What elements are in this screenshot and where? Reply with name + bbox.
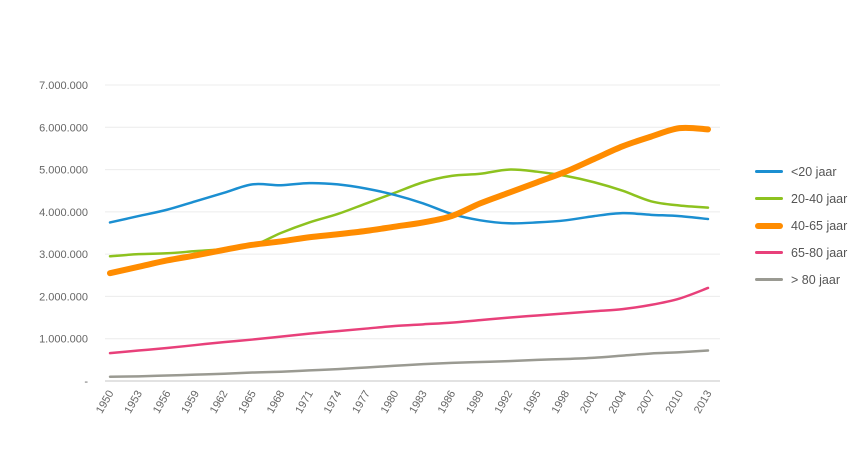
x-tick-label: 1950 (94, 389, 117, 416)
x-tick-label: 1974 (322, 389, 345, 416)
legend-swatch (755, 251, 783, 254)
x-tick-label: 1980 (379, 389, 402, 416)
y-tick-label: 1.000.000 (39, 334, 88, 346)
y-tick-label: 2.000.000 (39, 291, 88, 303)
x-tick-label: 1992 (493, 389, 516, 416)
x-tick-label: 2001 (578, 389, 601, 416)
x-tick-label: 1998 (550, 389, 573, 416)
legend-item-20-40: 20-40 jaar (755, 185, 847, 212)
y-tick-label: 3.000.000 (39, 249, 88, 261)
x-tick-label: 1959 (179, 389, 202, 416)
y-tick-label: - (84, 376, 88, 388)
legend-swatch (755, 278, 783, 281)
x-tick-label: 1956 (151, 389, 174, 416)
legend-item-over-80: > 80 jaar (755, 266, 847, 293)
x-tick-label: 1983 (407, 389, 430, 416)
legend-swatch (755, 197, 783, 200)
legend-label: 40-65 jaar (791, 218, 848, 233)
x-tick-label: 1953 (122, 389, 145, 416)
x-tick-label: 1995 (521, 389, 544, 416)
legend-swatch (755, 170, 783, 173)
legend-swatch (755, 222, 783, 229)
x-tick-label: 2007 (635, 389, 658, 416)
legend-item-40-65: 40-65 jaar (755, 212, 847, 239)
x-tick-label: 1986 (436, 389, 459, 416)
x-tick-label: 1971 (293, 389, 316, 416)
y-tick-label: 6.000.000 (39, 122, 88, 134)
legend-item-65-80: 65-80 jaar (755, 239, 847, 266)
series-line-0 (108, 181, 710, 225)
x-tick-label: 1962 (208, 389, 231, 416)
x-tick-label: 2013 (692, 389, 715, 416)
y-tick-label: 4.000.000 (39, 207, 88, 219)
x-tick-label: 1965 (236, 389, 259, 416)
legend-item-under-20: <20 jaar (755, 158, 847, 185)
x-tick-label: 1968 (265, 389, 288, 416)
y-tick-label: 5.000.000 (39, 165, 88, 177)
y-tick-label: 7.000.000 (39, 80, 88, 92)
x-tick-label: 1977 (350, 389, 373, 416)
series-line-4 (108, 349, 710, 379)
legend-label: > 80 jaar (791, 272, 840, 287)
legend: <20 jaar 20-40 jaar 40-65 jaar 65-80 jaa… (755, 158, 847, 293)
series-line-2 (107, 124, 711, 277)
x-tick-label: 1989 (464, 389, 487, 416)
legend-label: 65-80 jaar (791, 245, 848, 260)
series-line-3 (108, 286, 710, 355)
legend-label: 20-40 jaar (791, 191, 848, 206)
legend-label: <20 jaar (791, 164, 837, 179)
x-tick-label: 2004 (607, 389, 630, 416)
x-tick-label: 2010 (663, 389, 686, 416)
